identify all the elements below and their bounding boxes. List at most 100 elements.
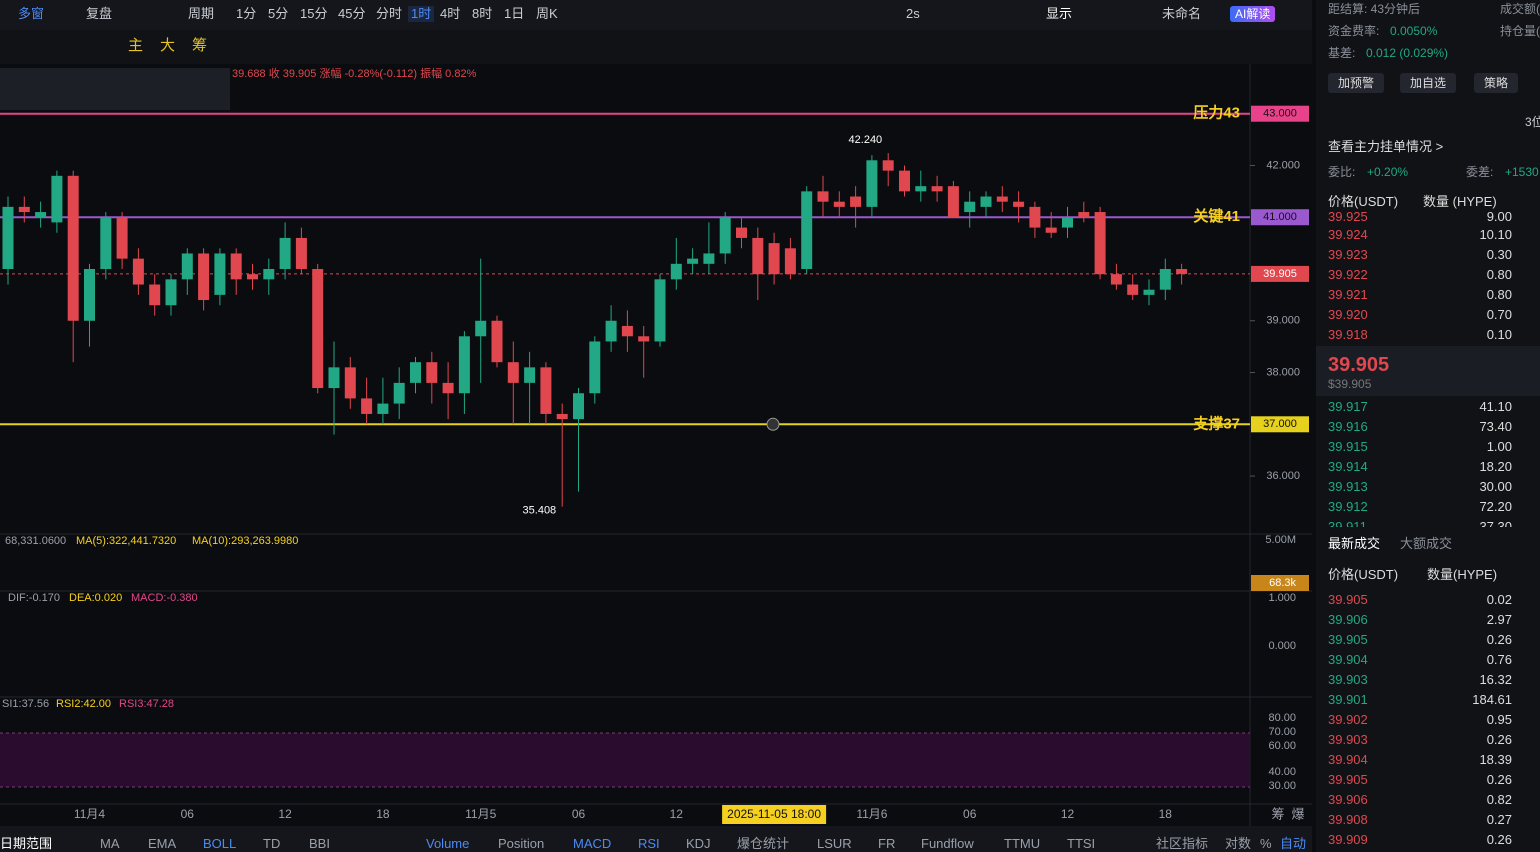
candle-body — [132, 258, 144, 285]
bottom-tab[interactable]: 爆仓统计 — [737, 836, 790, 851]
mid-usd: $39.905 — [1328, 377, 1372, 391]
bottom-tab[interactable]: BBI — [309, 836, 330, 851]
period-button[interactable]: 15分 — [300, 6, 328, 21]
indicator-tool[interactable]: 大 — [160, 37, 176, 54]
bottom-tab[interactable]: MA — [100, 836, 120, 851]
bid-price: 39.915 — [1328, 439, 1368, 454]
trade-qty: 0.26 — [1486, 632, 1512, 647]
period-button[interactable]: 8时 — [472, 6, 493, 21]
bottom-tab[interactable]: 对数 — [1225, 836, 1252, 851]
y-tick-label: 39.000 — [1266, 315, 1300, 327]
rsi-tick: 60.00 — [1268, 740, 1296, 752]
bottom-tab[interactable]: Volume — [426, 836, 470, 851]
book-header: 数量 (HYPE) — [1423, 194, 1497, 209]
panel-button[interactable]: 加自选 — [1400, 73, 1457, 93]
trade-qty: 0.02 — [1486, 592, 1512, 607]
level-name: 关键41 — [1193, 207, 1240, 225]
candle-body — [165, 279, 177, 306]
trade-header: 价格(USDT) — [1328, 567, 1399, 582]
period-button[interactable]: 1时 — [408, 6, 435, 22]
trade-qty: 18.39 — [1479, 752, 1512, 767]
candle-body — [1078, 212, 1090, 218]
period-button[interactable]: 1日 — [504, 6, 525, 21]
panel-button[interactable]: 策略 — [1474, 73, 1519, 93]
volume-tick: 68.3k — [1269, 577, 1296, 589]
indicator-tool[interactable]: 筹 — [192, 37, 208, 54]
ask-qty: 9.00 — [1486, 209, 1512, 224]
level-tag — [1251, 105, 1309, 122]
toolbar-button[interactable]: 复盘 — [86, 6, 113, 21]
indicator-tool[interactable]: 主 — [128, 37, 144, 54]
trade-qty: 0.26 — [1486, 732, 1512, 747]
ask-price: 39.923 — [1328, 247, 1368, 262]
period-button[interactable]: 1分 — [236, 6, 257, 21]
candle-body — [866, 160, 878, 207]
candle-body — [393, 382, 405, 404]
bottom-tab[interactable]: Position — [498, 836, 545, 851]
bottom-tab[interactable]: RSI — [638, 836, 660, 851]
bottom-tab[interactable]: 日期范围 — [0, 836, 53, 851]
bottom-bar — [0, 826, 1312, 852]
candle-body — [1013, 201, 1025, 207]
bottom-tab[interactable]: TTMU — [1004, 836, 1041, 851]
period-button[interactable]: 45分 — [338, 6, 366, 21]
candle-body — [507, 362, 519, 383]
bid-qty: 72.20 — [1479, 499, 1512, 514]
bottom-tab[interactable]: LSUR — [817, 836, 852, 851]
bottom-tab[interactable]: 社区指标 — [1156, 836, 1209, 851]
trade-qty: 16.32 — [1479, 672, 1512, 687]
trade-header: 数量(HYPE) — [1427, 567, 1498, 582]
turnover: 成交额( — [1500, 2, 1540, 16]
crosshair-tag — [722, 805, 827, 824]
toolbar-button[interactable]: AI解读 — [1230, 6, 1276, 22]
trade-price: 39.905 — [1328, 632, 1368, 647]
toolbar-button[interactable]: 未命名 — [1162, 6, 1202, 21]
price-axis — [1250, 64, 1312, 804]
rsi-tick: 80.00 — [1268, 712, 1296, 724]
bottom-tab[interactable]: Fundflow — [921, 836, 974, 851]
trade-price: 39.905 — [1328, 772, 1368, 787]
trade-qty: 184.61 — [1472, 692, 1512, 707]
period-button[interactable]: 4时 — [440, 6, 461, 21]
macd-tick: 1.000 — [1268, 592, 1296, 604]
bottom-tab[interactable]: BOLL — [203, 836, 237, 851]
x-right: 爆 — [1291, 806, 1304, 821]
bottom-tab[interactable]: KDJ — [686, 836, 711, 851]
bottom-tab[interactable]: MACD — [573, 836, 612, 851]
ohlc-info: 39.688 收 39.905 涨幅 -0.28%(-0.112) 振幅 0.8… — [232, 68, 477, 80]
bid-price: 39.914 — [1328, 459, 1368, 474]
ask-qty: 10.10 — [1479, 227, 1512, 242]
bottom-tab[interactable]: % — [1260, 836, 1272, 851]
candle-body — [817, 191, 829, 202]
bid-qty: 30.00 — [1479, 479, 1512, 494]
trade-tab[interactable]: 最新成交 — [1328, 536, 1381, 551]
x-tick-label: 2025-11-05 18:00 — [727, 807, 821, 821]
toolbar-button[interactable]: 多窗 — [18, 6, 45, 21]
crosshair-dot — [766, 417, 780, 431]
tool-bar — [0, 30, 1312, 64]
trade-qty: 0.95 — [1486, 712, 1512, 727]
trade-qty: 0.76 — [1486, 652, 1512, 667]
trade-qty: 2.97 — [1486, 612, 1512, 627]
panel-button[interactable]: 加预警 — [1328, 73, 1385, 93]
bottom-tab[interactable]: TTSI — [1067, 836, 1096, 851]
digits: 3位 — [1525, 115, 1540, 129]
bid-qty: 18.20 — [1479, 459, 1512, 474]
toolbar-button[interactable]: 2s — [906, 6, 920, 21]
candle-body — [361, 398, 373, 414]
toolbar-button[interactable]: 显示 — [1046, 6, 1073, 21]
bottom-tab[interactable]: FR — [878, 836, 896, 851]
bottom-tab[interactable]: TD — [263, 836, 281, 851]
candle-body — [899, 170, 910, 192]
period-button[interactable]: 分时 — [376, 6, 403, 21]
bottom-tab[interactable]: 自动 — [1280, 836, 1307, 851]
ratio: 委比: — [1328, 165, 1356, 179]
bottom-tab[interactable]: EMA — [148, 836, 177, 851]
trade-tab[interactable]: 大额成交 — [1400, 536, 1453, 551]
toolbar-button[interactable]: 周期 — [188, 6, 215, 21]
candle-body — [344, 367, 356, 399]
candle-body — [116, 217, 128, 259]
period-button[interactable]: 周K — [536, 6, 558, 21]
period-button[interactable]: 5分 — [268, 6, 289, 21]
